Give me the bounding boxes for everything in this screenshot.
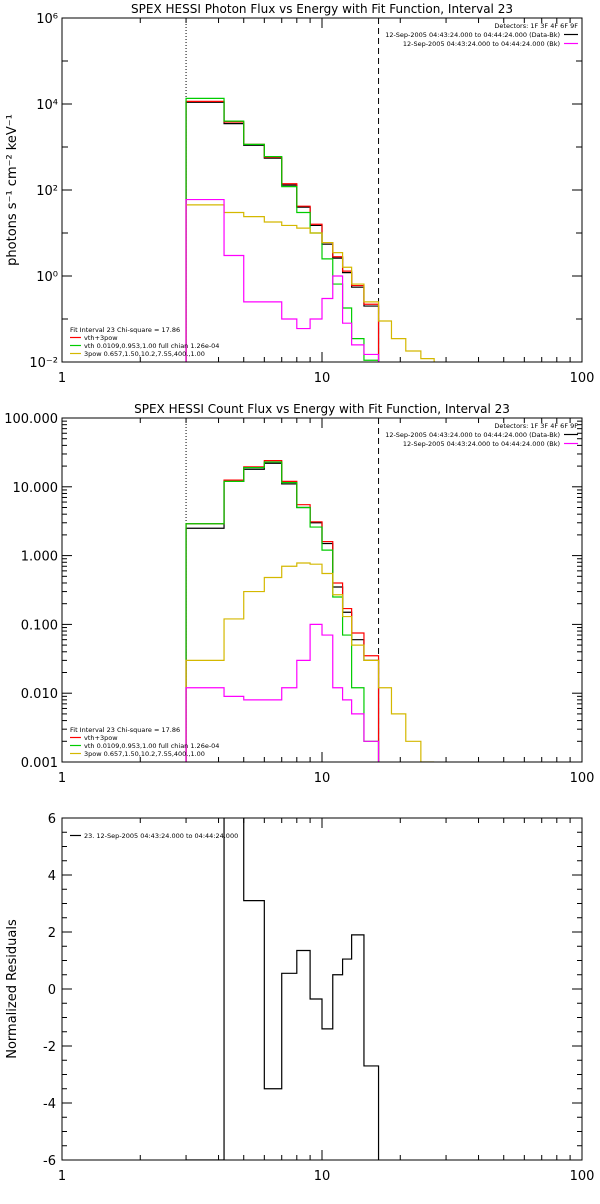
series-vth-line — [185, 461, 380, 762]
y-tick-label: 100.000 — [4, 412, 58, 427]
legend-right-entry: Detectors: 1F 3F 4F 6F 9F — [494, 422, 578, 430]
y-tick-label: 10.000 — [13, 481, 59, 496]
legend-left-entry: 3pow 0.657,1.50,10.2,7.55,400.,1.00 — [84, 750, 205, 758]
y-tick-label: 1.000 — [21, 550, 58, 565]
series-3pow-line — [185, 562, 435, 762]
y-tick-label: -2 — [43, 1040, 56, 1055]
plot-frame — [61, 17, 583, 363]
chart-2: SPEX HESSI Count Flux vs Energy with Fit… — [4, 402, 594, 786]
x-tick-label: 10 — [314, 371, 331, 386]
y-tick-label: 10⁴ — [36, 98, 58, 113]
legend-left-entry: vth 0.0109,0.953,1.00 full chian 1.26e-0… — [84, 742, 219, 750]
y-tick-label: 0.010 — [21, 687, 58, 702]
y-axis-label: Normalized Residuals — [5, 919, 20, 1059]
y-tick-label: 10⁶ — [36, 12, 58, 27]
y-tick-label: 0.001 — [21, 756, 58, 771]
y-tick-label: 10² — [36, 184, 58, 199]
x-tick-label: 100 — [570, 1169, 595, 1184]
series-data-bk-line — [185, 462, 380, 762]
y-axis-label: photons s⁻¹ cm⁻² keV⁻¹ — [5, 114, 20, 266]
series-bk-line — [185, 198, 380, 362]
chart-1: SPEX HESSI Photon Flux vs Energy with Fi… — [5, 2, 594, 386]
y-tick-label: 10⁻² — [29, 356, 58, 371]
x-tick-label: 100 — [570, 371, 595, 386]
legend-right-entry: 12-Sep-2005 04:43:24.000 to 04:44:24.000… — [385, 31, 560, 39]
x-tick-label: 1 — [58, 771, 66, 786]
legend-right-entry: 12-Sep-2005 04:43:24.000 to 04:44:24.000… — [385, 431, 560, 439]
legend-left-entry: Fit Interval 23 Chi-square = 17.86 — [70, 726, 180, 734]
legend-left-entry: Fit Interval 23 Chi-square = 17.86 — [70, 326, 180, 334]
legend-left-entry: vth+3pow — [84, 734, 118, 742]
series-3pow-line — [185, 204, 435, 362]
x-tick-label: 1 — [58, 371, 66, 386]
plot-frame — [61, 417, 583, 763]
legend-right-entry: 12-Sep-2005 04:43:24.000 to 04:44:24.000… — [403, 440, 560, 448]
y-tick-label: 0.100 — [21, 618, 58, 633]
series-bk-line — [185, 623, 380, 762]
chart-title: SPEX HESSI Photon Flux vs Energy with Fi… — [131, 2, 513, 16]
x-tick-label: 10 — [314, 771, 331, 786]
y-tick-label: 4 — [48, 869, 56, 884]
series-vth-line — [185, 97, 380, 362]
y-tick-label: -6 — [43, 1154, 56, 1169]
legend-right-entry: Detectors: 1F 3F 4F 6F 9F — [494, 22, 578, 30]
y-tick-label: 2 — [48, 926, 56, 941]
y-tick-label: -4 — [43, 1097, 56, 1112]
legend-left-entry: 23. 12-Sep-2005 04:43:24.000 to 04:44:24… — [84, 832, 238, 840]
chart-title: SPEX HESSI Count Flux vs Energy with Fit… — [134, 402, 510, 416]
x-tick-label: 100 — [570, 771, 595, 786]
chart-3: Normalized Residuals 1 10 100 -6 -4 -2 0 2 4 6 23. … — [5, 812, 594, 1184]
series-vth-3pow-line — [185, 460, 380, 762]
legend-left-entry: vth+3pow — [84, 334, 118, 342]
y-tick-label: 10⁰ — [36, 270, 58, 285]
y-tick-label: 6 — [48, 812, 56, 827]
legend-right-entry: 12-Sep-2005 04:43:24.000 to 04:44:24.000… — [403, 40, 560, 48]
plot-frame — [61, 817, 583, 1161]
legend-left-entry: 3pow 0.657,1.50,10.2,7.55,400.,1.00 — [84, 350, 205, 358]
x-tick-label: 10 — [314, 1169, 331, 1184]
legend-left-entry: vth 0.0109,0.953,1.00 full chian 1.26e-0… — [84, 342, 219, 350]
series-residuals-line — [186, 818, 380, 1160]
x-tick-label: 1 — [58, 1169, 66, 1184]
y-tick-label: 0 — [48, 983, 56, 998]
